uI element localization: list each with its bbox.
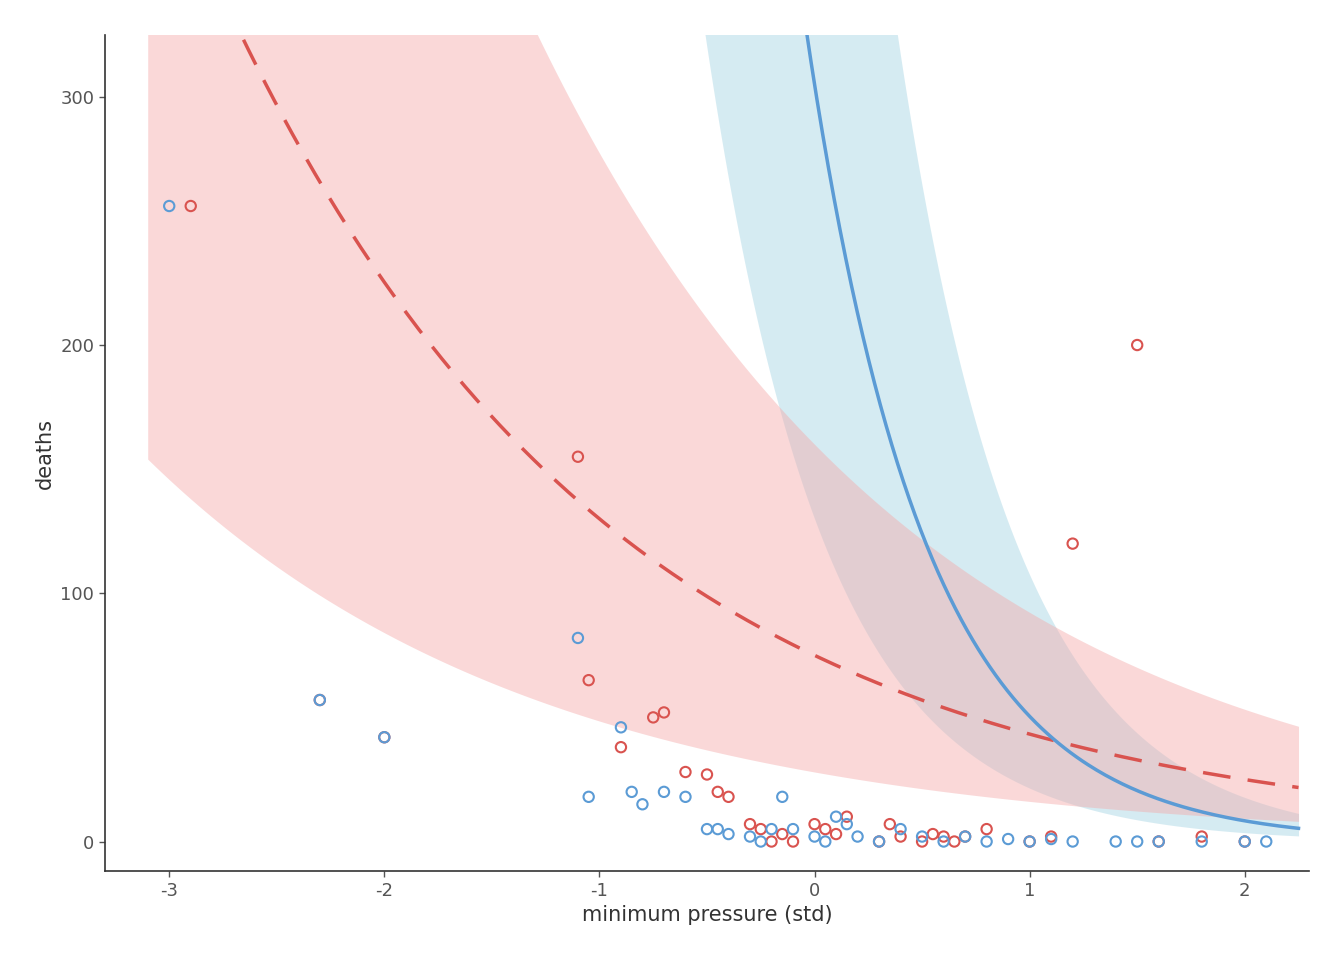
Point [374, 730, 395, 745]
Point [1234, 834, 1255, 850]
Point [890, 822, 911, 837]
Point [750, 822, 771, 837]
Point [675, 764, 696, 780]
Point [1040, 831, 1062, 847]
Point [707, 784, 728, 800]
Point [707, 822, 728, 837]
Point [911, 828, 933, 844]
Point [933, 828, 954, 844]
Point [1148, 834, 1169, 850]
Point [782, 822, 804, 837]
Point [739, 816, 761, 831]
Point [954, 828, 976, 844]
Point [567, 449, 589, 465]
Point [868, 834, 890, 850]
Point [653, 705, 675, 720]
Point [1126, 834, 1148, 850]
Point [868, 834, 890, 850]
Point [718, 789, 739, 804]
Point [610, 720, 632, 735]
Point [718, 827, 739, 842]
Point [159, 199, 180, 214]
Point [696, 767, 718, 782]
Point [1062, 834, 1083, 850]
Point [836, 809, 857, 825]
X-axis label: minimum pressure (std): minimum pressure (std) [582, 905, 832, 925]
Point [578, 789, 599, 804]
Point [1148, 834, 1169, 850]
Point [374, 730, 395, 745]
Point [761, 822, 782, 837]
Point [739, 828, 761, 844]
Point [836, 816, 857, 831]
Point [309, 692, 331, 708]
Point [1019, 834, 1040, 850]
Point [180, 199, 202, 214]
Point [642, 709, 664, 725]
Point [879, 816, 900, 831]
Point [578, 672, 599, 687]
Point [653, 784, 675, 800]
Point [814, 834, 836, 850]
Point [804, 816, 825, 831]
Point [1126, 337, 1148, 352]
Point [696, 822, 718, 837]
Point [1234, 834, 1255, 850]
Point [621, 784, 642, 800]
Point [847, 828, 868, 844]
Point [1105, 834, 1126, 850]
Point [1062, 536, 1083, 551]
Point [1040, 828, 1062, 844]
Point [1019, 834, 1040, 850]
Point [825, 809, 847, 825]
Point [943, 834, 965, 850]
Point [771, 789, 793, 804]
Point [933, 834, 954, 850]
Point [911, 834, 933, 850]
Point [309, 692, 331, 708]
Point [1191, 834, 1212, 850]
Point [954, 828, 976, 844]
Point [1191, 828, 1212, 844]
Point [825, 827, 847, 842]
Point [610, 739, 632, 755]
Point [1255, 834, 1277, 850]
Point [782, 834, 804, 850]
Point [976, 834, 997, 850]
Point [814, 822, 836, 837]
Point [750, 834, 771, 850]
Point [976, 822, 997, 837]
Point [771, 827, 793, 842]
Y-axis label: deaths: deaths [35, 418, 55, 489]
Point [804, 828, 825, 844]
Point [997, 831, 1019, 847]
Point [675, 789, 696, 804]
Point [567, 631, 589, 646]
Point [890, 828, 911, 844]
Point [632, 797, 653, 812]
Point [761, 834, 782, 850]
Point [922, 827, 943, 842]
